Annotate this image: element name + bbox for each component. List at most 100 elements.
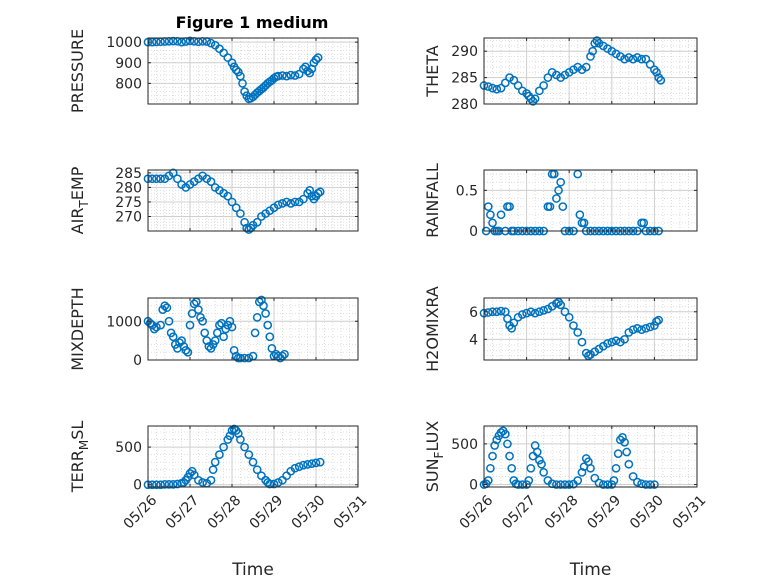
- data-point: [539, 306, 548, 315]
- data-point: [492, 84, 502, 94]
- data-point: [560, 480, 570, 489]
- data-point: [215, 450, 224, 459]
- data-point: [206, 475, 216, 485]
- data-point: [620, 437, 629, 447]
- data-point: [286, 199, 296, 208]
- data-point: [168, 480, 178, 489]
- axes-h2omixra: 4 6 H2OMIXRA: [423, 286, 698, 372]
- y-tick-label: 800: [115, 76, 142, 92]
- data-point: [307, 459, 317, 469]
- y-axis-label: MIXDEPTH: [68, 287, 87, 370]
- data-point: [250, 328, 260, 338]
- data-point: [650, 480, 659, 489]
- series-air-temp: [143, 168, 325, 234]
- data-point: [299, 194, 308, 204]
- data-point: [282, 71, 291, 81]
- data-point: [505, 73, 514, 82]
- data-point: [156, 174, 165, 184]
- data-point: [488, 307, 497, 317]
- y-tick-label: 4: [469, 332, 478, 348]
- data-point: [185, 320, 195, 330]
- data-point: [645, 322, 655, 332]
- data-point: [486, 463, 495, 473]
- data-point: [313, 188, 323, 198]
- data-point: [240, 353, 249, 363]
- data-point: [650, 321, 659, 330]
- axes-mixdepth: 0 1000 MIXDEPTH: [68, 287, 359, 371]
- axes-pressure: 800 900 1000 PRESSURE: [68, 29, 359, 113]
- data-point: [577, 65, 587, 75]
- data-point: [231, 65, 241, 75]
- data-point: [483, 82, 493, 91]
- y-tick-label: 500: [115, 440, 142, 456]
- y-tick-label: 1000: [106, 35, 142, 51]
- data-point: [278, 199, 287, 208]
- y-tick-label: 275: [115, 195, 142, 211]
- data-point: [586, 463, 595, 473]
- data-point: [564, 67, 574, 77]
- data-point: [503, 439, 512, 449]
- x-axis-label: Time: [231, 560, 274, 580]
- data-point: [543, 73, 553, 82]
- data-point: [252, 313, 262, 322]
- data-point: [522, 308, 531, 318]
- data-point: [496, 428, 506, 437]
- data-point: [488, 218, 497, 228]
- data-point: [603, 480, 612, 489]
- data-point: [164, 316, 174, 326]
- data-point: [490, 441, 499, 450]
- data-point: [652, 67, 661, 77]
- data-point: [633, 477, 642, 487]
- data-point: [509, 75, 519, 85]
- data-point: [183, 347, 193, 357]
- y-tick-label: 0.5: [456, 183, 478, 199]
- data-point: [637, 325, 646, 335]
- y-tick-label: 285: [451, 71, 478, 87]
- y-tick-label: 6: [469, 305, 478, 321]
- data-point: [526, 463, 536, 473]
- axes-box: [147, 169, 359, 232]
- data-point: [185, 469, 195, 478]
- data-point: [505, 451, 514, 461]
- data-point: [615, 52, 625, 61]
- data-point: [547, 67, 557, 77]
- data-point: [607, 337, 617, 347]
- data-point: [645, 60, 655, 69]
- data-point: [152, 174, 161, 184]
- y-tick-label: 900: [115, 56, 142, 72]
- data-point: [303, 460, 312, 469]
- data-point: [483, 202, 493, 211]
- y-axis-label: RAINFALL: [423, 163, 442, 238]
- data-point: [198, 316, 207, 326]
- data-point: [539, 468, 548, 477]
- y-axis-label: AIRTEMP: [68, 166, 91, 234]
- data-point: [496, 306, 506, 316]
- data-point: [290, 197, 300, 207]
- data-point: [486, 210, 495, 220]
- data-point: [613, 449, 623, 459]
- data-point: [496, 83, 506, 93]
- major-grid: [148, 38, 358, 104]
- axes-box: [483, 425, 698, 488]
- data-point: [545, 202, 555, 211]
- data-point: [294, 69, 304, 79]
- data-point: [618, 433, 627, 442]
- data-point: [219, 332, 228, 342]
- data-point: [535, 307, 544, 317]
- data-point: [236, 353, 245, 363]
- data-point: [149, 324, 159, 334]
- major-grid: [148, 426, 358, 487]
- data-point: [483, 308, 493, 317]
- data-point: [588, 46, 597, 56]
- data-point: [315, 187, 325, 197]
- data-point: [152, 322, 161, 332]
- data-point: [210, 336, 220, 345]
- data-point: [269, 479, 279, 489]
- data-point: [238, 79, 247, 88]
- data-point: [581, 62, 591, 72]
- data-point: [164, 480, 174, 489]
- y-axis-label: PRESSURE: [68, 29, 87, 113]
- axes-box: [483, 297, 698, 361]
- axes-box: [147, 37, 359, 105]
